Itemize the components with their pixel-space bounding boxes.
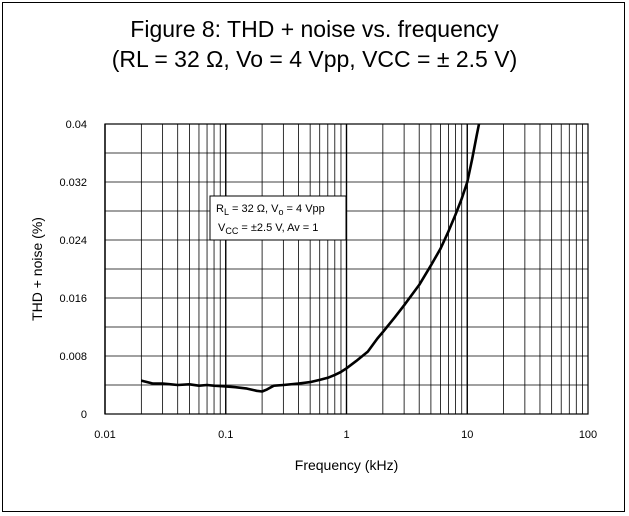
- chart-title: Figure 8: THD + noise vs. frequency: [130, 16, 499, 42]
- chart-subtitle: (RL = 32 Ω, Vo = 4 Vpp, VCC = ± 2.5 V): [111, 46, 518, 72]
- x-tick-label: 0.01: [94, 429, 115, 441]
- series-line-thd: [140, 123, 481, 393]
- y-tick-label: 0: [81, 409, 87, 421]
- y-tick-label: 0.024: [59, 235, 87, 247]
- annotation-border: [209, 195, 347, 241]
- chart-frame: [2, 2, 625, 512]
- x-tick-label: 0.1: [218, 429, 233, 441]
- x-tick-label: 10: [461, 429, 473, 441]
- x-tick-labels: 0.01 0.1 1 10 100: [94, 429, 597, 441]
- y-axis-label: THD + noise (%): [29, 217, 45, 321]
- plot-area-border: [104, 123, 589, 415]
- y-tick-labels: 0 0.008 0.016 0.024 0.032 0.04: [59, 119, 87, 421]
- x-tick-label: 1: [343, 429, 349, 441]
- x-tick-label: 100: [579, 429, 597, 441]
- y-tick-label: 0.04: [66, 119, 87, 131]
- x-axis-label: Frequency (kHz): [295, 457, 398, 473]
- y-tick-label: 0.008: [59, 351, 87, 363]
- annotation-line-2: VCC = ±2.5 V, Av = 1: [218, 222, 318, 236]
- annotation-line-1: RL = 32 Ω, Vo = 4 Vpp: [216, 203, 325, 217]
- y-tick-label: 0.016: [59, 293, 87, 305]
- y-tick-label: 0.032: [59, 177, 87, 189]
- annotation-box: RL = 32 Ω, Vo = 4 Vpp VCC = ±2.5 V, Av =…: [209, 195, 347, 241]
